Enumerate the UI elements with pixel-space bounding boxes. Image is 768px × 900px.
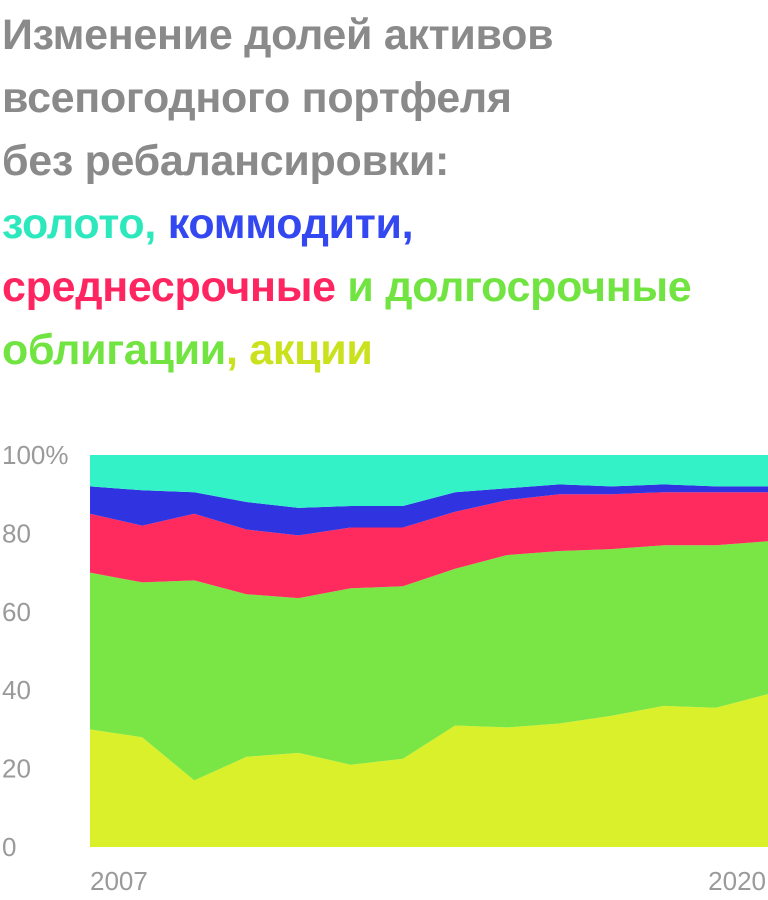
- chart-areas: [90, 455, 768, 847]
- legend-long-bonds-label-2: облигации: [2, 326, 226, 374]
- title-conjunction: и: [335, 263, 386, 311]
- title-line-6: облигации, акции: [2, 319, 766, 382]
- x-axis-ticks: 2007 2020: [90, 866, 766, 896]
- title-separator: ,: [401, 200, 414, 248]
- x-tick-label: 2020: [708, 866, 766, 896]
- area-mid_bonds: [90, 492, 768, 599]
- chart-title: Изменение долей активов всепогодного пор…: [2, 4, 766, 382]
- y-tick-label: 40: [2, 675, 31, 705]
- stacked-area-chart: 0 20 40 60 80 100% 2007 2020: [2, 440, 768, 896]
- title-separator: ,: [225, 326, 250, 374]
- y-axis-ticks: 0 20 40 60 80 100%: [2, 440, 69, 862]
- legend-gold-label: золото: [2, 200, 145, 248]
- area-long_bonds: [90, 541, 768, 781]
- area-stocks: [90, 694, 768, 847]
- legend-commodities-label: коммодити: [167, 200, 402, 248]
- title-line-3: без ребалансировки:: [2, 137, 449, 185]
- y-tick-label: 100%: [2, 440, 69, 470]
- title-line-5: среднесрочные и долгосрочные: [2, 256, 766, 319]
- x-tick-label: 2007: [90, 866, 148, 896]
- y-tick-label: 0: [2, 832, 16, 862]
- title-line-2: всепогодного портфеля: [2, 74, 512, 122]
- legend-stocks-label: акции: [249, 326, 373, 374]
- area-commodities: [90, 484, 768, 536]
- title-separator: ,: [144, 200, 168, 248]
- title-line-4: золото, коммодити,: [2, 193, 766, 256]
- y-tick-label: 80: [2, 518, 31, 548]
- y-tick-label: 20: [2, 754, 31, 784]
- title-line-1: Изменение долей активов: [2, 11, 554, 59]
- y-tick-label: 60: [2, 597, 31, 627]
- area-gold: [90, 455, 768, 508]
- legend-mid-bonds-label: среднесрочные: [2, 263, 336, 311]
- legend-long-bonds-label-1: долгосрочные: [385, 263, 692, 311]
